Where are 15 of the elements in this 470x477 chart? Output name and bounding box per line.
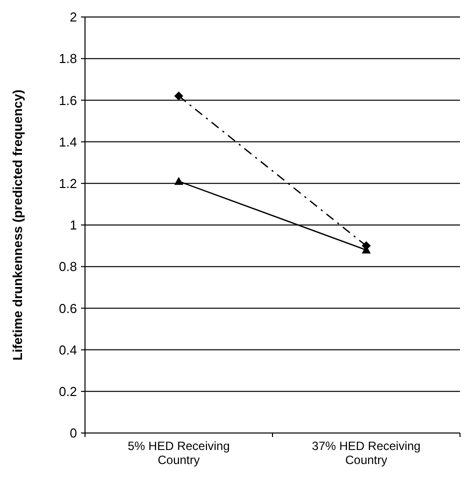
y-tick-label: 0.4 <box>58 342 77 358</box>
y-tick-label: 0 <box>70 426 77 441</box>
y-tick-label: 0.2 <box>58 384 77 399</box>
y-axis-title: Lifetime drunkenness (predicted frequency) <box>10 90 25 360</box>
x-tick-label: 37% HED Receiving Country <box>312 439 421 467</box>
y-tick-label: 1.2 <box>58 176 77 191</box>
y-tick-label: 1.6 <box>58 92 77 108</box>
y-tick-label: 1.4 <box>58 134 77 150</box>
y-tick-label: 1.8 <box>58 51 77 66</box>
y-tick-label: 0.6 <box>58 300 77 316</box>
point <box>174 92 184 101</box>
x-tick-label: 5% HED Receiving Country <box>128 439 230 467</box>
y-tick-label: 0.8 <box>58 259 77 274</box>
y-tick-label: 1 <box>70 218 77 233</box>
y-tick-label: 2 <box>70 10 77 25</box>
